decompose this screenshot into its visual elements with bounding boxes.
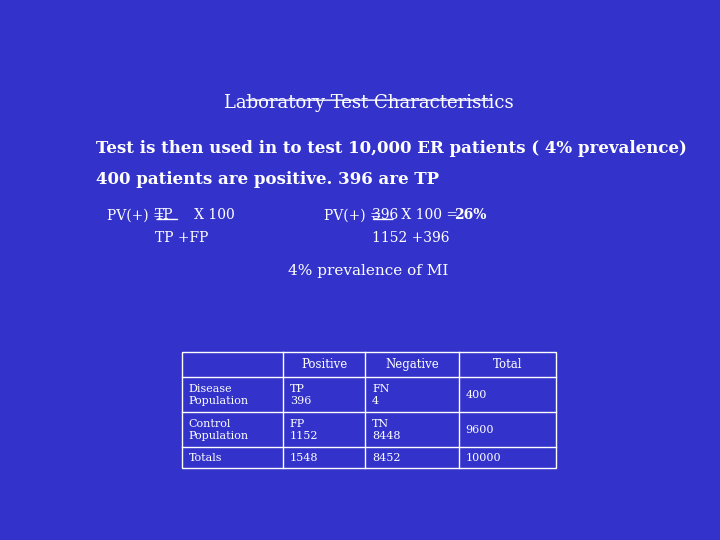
Text: 1548: 1548 — [289, 453, 318, 463]
Text: Total: Total — [492, 358, 522, 371]
Text: 9600: 9600 — [465, 424, 494, 435]
Text: Control
Population: Control Population — [189, 418, 249, 441]
Text: X 100: X 100 — [181, 208, 235, 222]
Text: FP
1152: FP 1152 — [289, 418, 318, 441]
Text: Disease
Population: Disease Population — [189, 383, 249, 406]
Text: 400: 400 — [465, 390, 487, 400]
Text: 8452: 8452 — [372, 453, 400, 463]
Text: 10000: 10000 — [465, 453, 501, 463]
Text: Test is then used in to test 10,000 ER patients ( 4% prevalence): Test is then used in to test 10,000 ER p… — [96, 140, 686, 157]
Text: Positive: Positive — [301, 358, 347, 371]
Text: 1152 +396: 1152 +396 — [372, 231, 449, 245]
Text: PV(+) =: PV(+) = — [324, 208, 387, 222]
Text: 26%: 26% — [454, 208, 486, 222]
Text: Laboratory Test Characteristics: Laboratory Test Characteristics — [224, 94, 514, 112]
Text: Negative: Negative — [385, 358, 439, 371]
Text: TP
396: TP 396 — [289, 383, 311, 406]
Text: TN
8448: TN 8448 — [372, 418, 400, 441]
Text: Totals: Totals — [189, 453, 222, 463]
Text: 396: 396 — [372, 208, 398, 222]
Text: TP +FP: TP +FP — [156, 231, 209, 245]
Text: FN
4: FN 4 — [372, 383, 390, 406]
Bar — [182, 352, 556, 468]
Text: 4% prevalence of MI: 4% prevalence of MI — [288, 265, 449, 279]
Text: PV(+) =: PV(+) = — [107, 208, 168, 222]
Text: TP: TP — [156, 208, 174, 222]
Text: X 100 =: X 100 = — [397, 208, 458, 222]
Text: 400 patients are positive. 396 are TP: 400 patients are positive. 396 are TP — [96, 171, 438, 188]
